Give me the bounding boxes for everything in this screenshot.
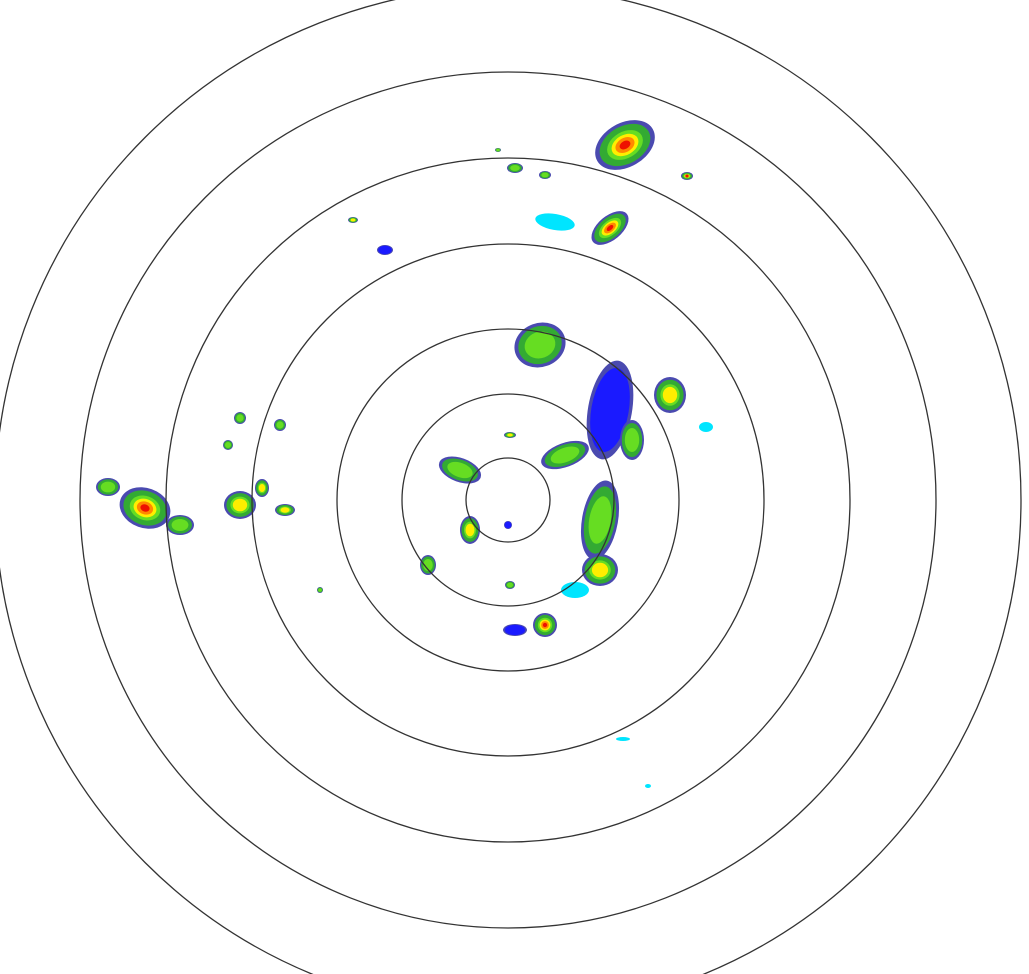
- echo-layer: [685, 174, 689, 178]
- storm-cell: [591, 211, 629, 245]
- echo-layer: [619, 140, 631, 150]
- echo-layer: [100, 481, 116, 493]
- echo-layer: [276, 421, 284, 429]
- storm-cell: [507, 163, 523, 173]
- storm-cell: [96, 478, 120, 496]
- echo-layer: [510, 165, 520, 171]
- echo-layer: [590, 368, 630, 452]
- storm-cell: [495, 148, 501, 152]
- echo-layer: [236, 414, 244, 422]
- storm-cell: [234, 412, 246, 424]
- storm-cell: [616, 737, 630, 741]
- echo-layer: [280, 507, 290, 513]
- storm-cell: [595, 120, 655, 170]
- echo-layer: [606, 224, 614, 232]
- range-ring-5: [165, 157, 851, 843]
- echo-layer: [624, 428, 640, 452]
- echo-layer: [318, 588, 322, 592]
- storm-cell: [620, 420, 644, 460]
- storm-cell: [438, 456, 482, 484]
- echo-layer: [662, 386, 678, 404]
- storm-cell: [645, 784, 651, 788]
- storm-cell: [377, 245, 393, 255]
- storm-cell: [535, 213, 575, 231]
- storm-cell: [317, 587, 323, 593]
- echo-layer: [645, 784, 651, 788]
- storm-cell: [654, 377, 686, 413]
- storm-cell: [539, 171, 551, 179]
- range-ring-4: [251, 243, 765, 757]
- storm-cell: [223, 440, 233, 450]
- storm-cell: [541, 440, 589, 470]
- storm-cell: [274, 419, 286, 431]
- storm-cell: [681, 172, 693, 180]
- echo-layer: [541, 172, 549, 178]
- storm-cell: [533, 613, 557, 637]
- storm-cell: [460, 516, 480, 544]
- storm-cell: [275, 504, 295, 516]
- range-ring-2: [401, 393, 615, 607]
- storm-cell: [580, 480, 620, 560]
- echo-layer: [171, 519, 189, 531]
- echo-layer: [350, 218, 356, 222]
- storm-cell: [514, 322, 566, 368]
- storm-cell: [166, 515, 194, 535]
- echo-layer: [524, 331, 556, 359]
- storm-cell: [119, 487, 171, 529]
- echo-layer: [232, 498, 248, 512]
- echo-layer: [588, 496, 612, 544]
- echo-layer: [550, 446, 580, 464]
- echo-layer: [140, 504, 150, 512]
- echo-layer: [591, 562, 609, 578]
- storm-cell: [503, 624, 527, 636]
- echo-layer: [225, 442, 231, 448]
- precipitation-echoes: [96, 120, 713, 788]
- echo-layer: [507, 582, 513, 588]
- echo-layer: [535, 213, 575, 231]
- echo-layer: [465, 523, 475, 537]
- range-ring-1: [465, 457, 551, 543]
- echo-layer: [561, 582, 589, 598]
- storm-cell: [504, 432, 516, 438]
- storm-cell: [505, 581, 515, 589]
- storm-cell: [699, 422, 713, 432]
- range-ring-6: [79, 71, 937, 929]
- echo-layer: [258, 483, 266, 493]
- echo-layer: [447, 461, 473, 479]
- echo-layer: [423, 559, 433, 571]
- storm-cell: [504, 521, 512, 529]
- echo-layer: [504, 624, 526, 636]
- storm-cell: [224, 491, 256, 519]
- echo-layer: [496, 148, 500, 152]
- echo-layer: [378, 245, 392, 255]
- echo-layer: [699, 422, 713, 432]
- range-ring-3: [336, 328, 680, 672]
- storm-cell: [255, 479, 269, 497]
- echo-layer: [616, 737, 630, 741]
- storm-cell: [561, 582, 589, 598]
- storm-cell: [420, 555, 436, 575]
- echo-layer: [504, 521, 512, 529]
- echo-layer: [507, 433, 513, 437]
- echo-layer: [542, 622, 548, 628]
- storm-cell: [348, 217, 358, 223]
